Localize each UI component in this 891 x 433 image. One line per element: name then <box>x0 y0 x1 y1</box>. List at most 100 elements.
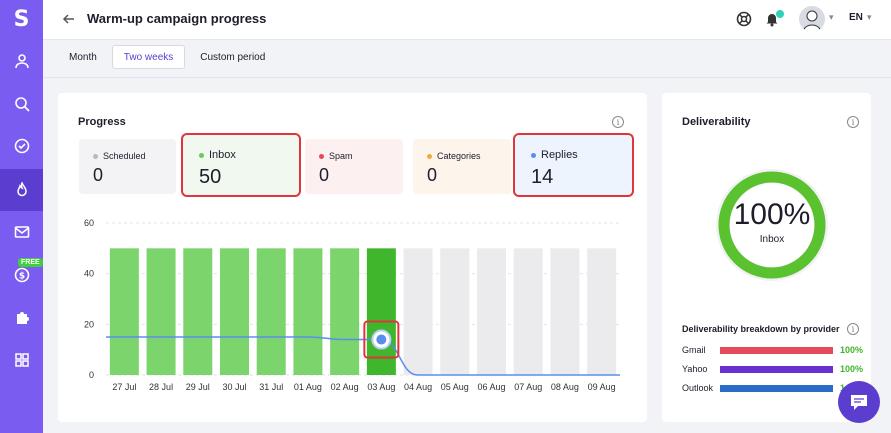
chat-icon <box>851 395 867 410</box>
stat-value: 0 <box>427 165 438 185</box>
gauge-center <box>730 183 814 267</box>
stat-value: 14 <box>531 166 554 188</box>
stat-spam: Spam 0 <box>305 139 403 194</box>
x-tick-label: 28 Jul <box>149 382 173 392</box>
chart-bar <box>293 248 323 375</box>
sidebar-item-tasks[interactable] <box>0 125 43 167</box>
sidebar-item-billing[interactable]: $ <box>0 254 43 296</box>
progress-info-icon[interactable]: i <box>612 116 624 128</box>
deliverability-info-icon[interactable]: i <box>847 116 859 128</box>
x-tick-label: 27 Jul <box>112 382 136 392</box>
chart-bar <box>366 248 396 375</box>
stat-value: 0 <box>319 165 330 185</box>
back-arrow-icon[interactable] <box>61 11 77 27</box>
app-logo[interactable]: S <box>13 6 30 32</box>
bell-icon[interactable] <box>764 11 780 27</box>
language-selector[interactable]: EN <box>849 12 863 23</box>
sidebar-item-warmup[interactable] <box>0 169 43 211</box>
chart-bar <box>183 248 213 375</box>
chart-bar <box>109 248 139 375</box>
chart-bar <box>587 248 617 375</box>
avatar-caret-icon[interactable]: ▾ <box>829 12 834 22</box>
user-icon <box>14 54 29 69</box>
sidebar-item-search[interactable] <box>0 83 43 125</box>
x-tick-label: 29 Jul <box>186 382 210 392</box>
chart-bar <box>550 248 580 375</box>
chart-bar <box>403 248 433 375</box>
check-circle-icon <box>14 138 29 154</box>
provider-bar-outlook <box>720 385 833 392</box>
x-tick-label: 08 Aug <box>551 382 579 392</box>
svg-text:$: $ <box>18 272 24 282</box>
provider-bar-gmail <box>720 347 833 354</box>
stat-label: Inbox <box>209 149 236 161</box>
sidebar-item-apps[interactable] <box>0 339 43 381</box>
deliverability-title: Deliverability <box>682 116 751 128</box>
replies-line <box>106 336 620 376</box>
x-tick-label: 05 Aug <box>441 382 469 392</box>
grid-icon <box>14 353 29 367</box>
stat-label: Categories <box>437 151 481 161</box>
line-point <box>376 334 387 345</box>
notification-dot <box>776 10 784 18</box>
stat-value: 50 <box>199 166 222 188</box>
provider-name-gmail: Gmail <box>682 345 706 355</box>
tab-custom-period[interactable]: Custom period <box>200 51 266 63</box>
chart-bar <box>330 248 360 375</box>
language-caret-icon[interactable]: ▾ <box>867 12 872 22</box>
y-tick-label: 0 <box>89 370 94 380</box>
chart-bar <box>440 248 470 375</box>
chart-bar <box>477 248 506 375</box>
tab-two-weeks[interactable]: Two weeks <box>111 45 186 69</box>
stat-inbox: Inbox 50 <box>181 133 301 197</box>
x-tick-label: 31 Jul <box>259 382 283 392</box>
page-title: Warm-up campaign progress <box>87 11 267 26</box>
deliverability-label: Inbox <box>759 234 785 245</box>
x-tick-label: 04 Aug <box>404 382 432 392</box>
provider-bar-yahoo <box>720 366 833 373</box>
help-lifebuoy-icon[interactable] <box>736 11 752 27</box>
highlight-box <box>363 320 400 359</box>
search-icon <box>14 97 30 112</box>
chart-bar <box>513 248 543 375</box>
period-tabs: Month Two weeks Custom period <box>58 45 276 69</box>
deliverability-percent: 100% <box>733 198 811 231</box>
stat-label: Spam <box>329 151 353 161</box>
sidebar-item-integrations[interactable] <box>0 297 43 339</box>
provider-name-yahoo: Yahoo <box>682 364 708 374</box>
provider-pct-yahoo: 100% <box>840 364 864 374</box>
x-tick-label: 09 Aug <box>588 382 616 392</box>
avatar-image <box>802 10 822 32</box>
x-tick-label: 03 Aug <box>367 382 395 392</box>
mail-icon <box>14 226 29 238</box>
dollar-icon: $ <box>14 267 29 283</box>
sidebar-item-mail[interactable] <box>0 211 43 253</box>
chat-button[interactable] <box>838 381 880 423</box>
stat-label: Replies <box>541 149 578 161</box>
y-tick-label: 60 <box>84 218 94 228</box>
provider-pct-gmail: 100% <box>840 345 864 355</box>
x-tick-label: 07 Aug <box>514 382 542 392</box>
provider-name-outlook: Outlook <box>682 383 714 393</box>
x-tick-label: 01 Aug <box>294 382 322 392</box>
deliverability-gauge <box>716 169 828 281</box>
top-bar: Warm-up campaign progress ▾ EN ▾ <box>43 0 891 40</box>
stat-label: Scheduled <box>103 151 146 161</box>
y-tick-label: 20 <box>84 319 94 329</box>
scheduled-dot-icon <box>93 153 98 159</box>
stat-replies: Replies 14 <box>513 133 634 197</box>
flame-icon <box>16 182 27 197</box>
free-badge: FREE <box>18 258 43 267</box>
puzzle-icon <box>16 312 29 324</box>
breakdown-title: Deliverability breakdown by provider <box>682 324 840 334</box>
x-tick-label: 02 Aug <box>331 382 359 392</box>
divider <box>43 77 891 78</box>
spam-dot-icon <box>319 153 324 159</box>
stat-value: 0 <box>93 165 104 185</box>
tab-month[interactable]: Month <box>69 51 97 63</box>
sidebar-item-profile[interactable] <box>0 40 43 82</box>
chart-bar <box>256 248 286 375</box>
chart-bar <box>220 248 249 375</box>
breakdown-info-icon[interactable]: i <box>847 323 859 335</box>
avatar[interactable] <box>799 6 825 32</box>
